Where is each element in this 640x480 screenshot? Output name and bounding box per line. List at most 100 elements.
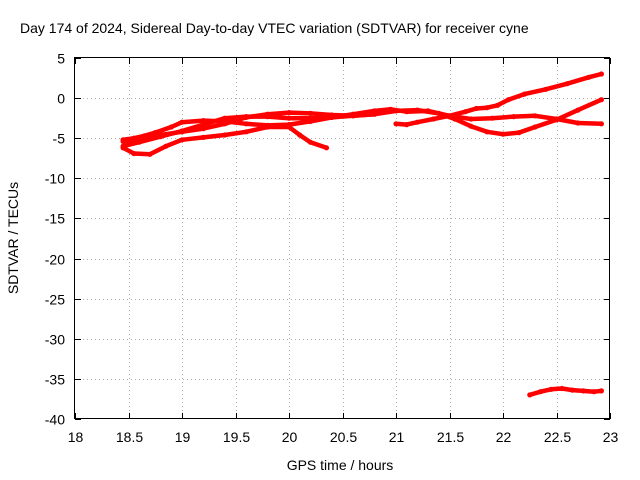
data-point [222,121,228,127]
y-axis-label: SDTVAR / TECUs [5,182,21,294]
data-point [591,389,597,395]
data-point [243,129,249,135]
x-tick-label: 22.5 [544,429,571,445]
y-tick-label: -30 [45,332,65,348]
data-point [414,119,420,125]
data-point [200,122,206,128]
data-point [307,110,313,116]
data-point [179,119,185,125]
data-point [598,71,605,77]
data-point [243,114,249,120]
data-point [516,130,522,136]
y-tick-label: -10 [45,171,65,187]
data-point [307,139,313,145]
data-point [297,132,303,138]
data-point [598,388,605,394]
data-point [580,388,586,394]
data-point [500,131,506,137]
data-point [404,122,410,128]
x-tick-label: 19 [175,429,191,445]
data-point [286,110,292,116]
y-tick-label: -35 [45,372,65,388]
data-point [505,97,511,103]
data-point [131,150,137,157]
y-tick-label: -40 [45,412,65,428]
data-point [484,129,490,135]
data-point [489,115,495,121]
data-point [158,134,164,140]
y-tick-label: -15 [45,211,65,227]
data-point [598,97,605,103]
y-tick-label: 0 [57,91,65,107]
data-point [265,124,271,130]
data-point [462,109,469,115]
data-point [222,115,228,121]
x-axis-label: GPS time / hours [287,457,394,473]
y-tick-label: 5 [57,51,65,67]
data-point [468,123,474,129]
data-point [569,387,576,393]
data-point [527,392,533,398]
data-point [473,105,479,112]
data-point [484,105,490,111]
data-point [350,113,356,119]
x-tick-label: 21.5 [437,429,464,445]
data-point [179,128,185,134]
tick-layer: 18 18.5 19 19.5 20 20.5 21 21.5 22 22.5 23 5 0 -5 -10 -… [45,51,619,446]
data-point [323,145,330,151]
data-point [559,385,565,392]
data-point [564,81,570,87]
data-point [179,137,185,143]
data-point [511,114,517,120]
x-tick-label: 18.5 [116,429,143,445]
y-tick-label: -25 [45,292,65,308]
data-point [414,107,420,113]
data-point [468,116,474,122]
data-point [120,145,126,151]
x-tick-label: 18 [68,429,84,445]
chart-title: Day 174 of 2024, Sidereal Day-to-day VTE… [20,20,529,36]
data-point [495,102,501,108]
y-tick-label: -20 [45,252,65,268]
data-point [265,114,271,120]
data-point [163,143,169,149]
data-point [286,115,292,121]
data-point [372,111,378,117]
data-point [532,113,538,119]
data-point [537,389,544,395]
data-point [393,108,399,114]
x-tick-label: 20 [282,429,298,445]
data-point [200,134,206,140]
data-point [286,124,292,130]
data-point [553,116,560,122]
x-tick-label: 20.5 [330,429,357,445]
data-point [543,86,549,92]
data-point [575,120,581,126]
data-point [393,121,399,127]
y-tick-label: -5 [53,131,66,147]
data-point [243,121,249,127]
data-point [168,124,174,130]
x-tick-label: 21 [389,429,405,445]
data-point [598,121,605,127]
plot-frame [74,57,610,419]
data-point [120,138,126,144]
data-point [586,74,592,80]
data-point [548,386,554,392]
data-point [329,114,335,120]
data-point [446,113,453,119]
data-point [136,139,142,145]
data-point [222,132,228,138]
x-tick-label: 19.5 [223,429,250,445]
x-tick-label: 22 [496,429,512,445]
data-point [307,115,313,121]
data-point [436,110,442,116]
data-point [430,116,437,122]
data-point [575,107,581,113]
data-point [521,91,528,97]
data-point [147,151,153,157]
x-tick-label: 23 [603,429,619,445]
series-layer [120,71,605,398]
